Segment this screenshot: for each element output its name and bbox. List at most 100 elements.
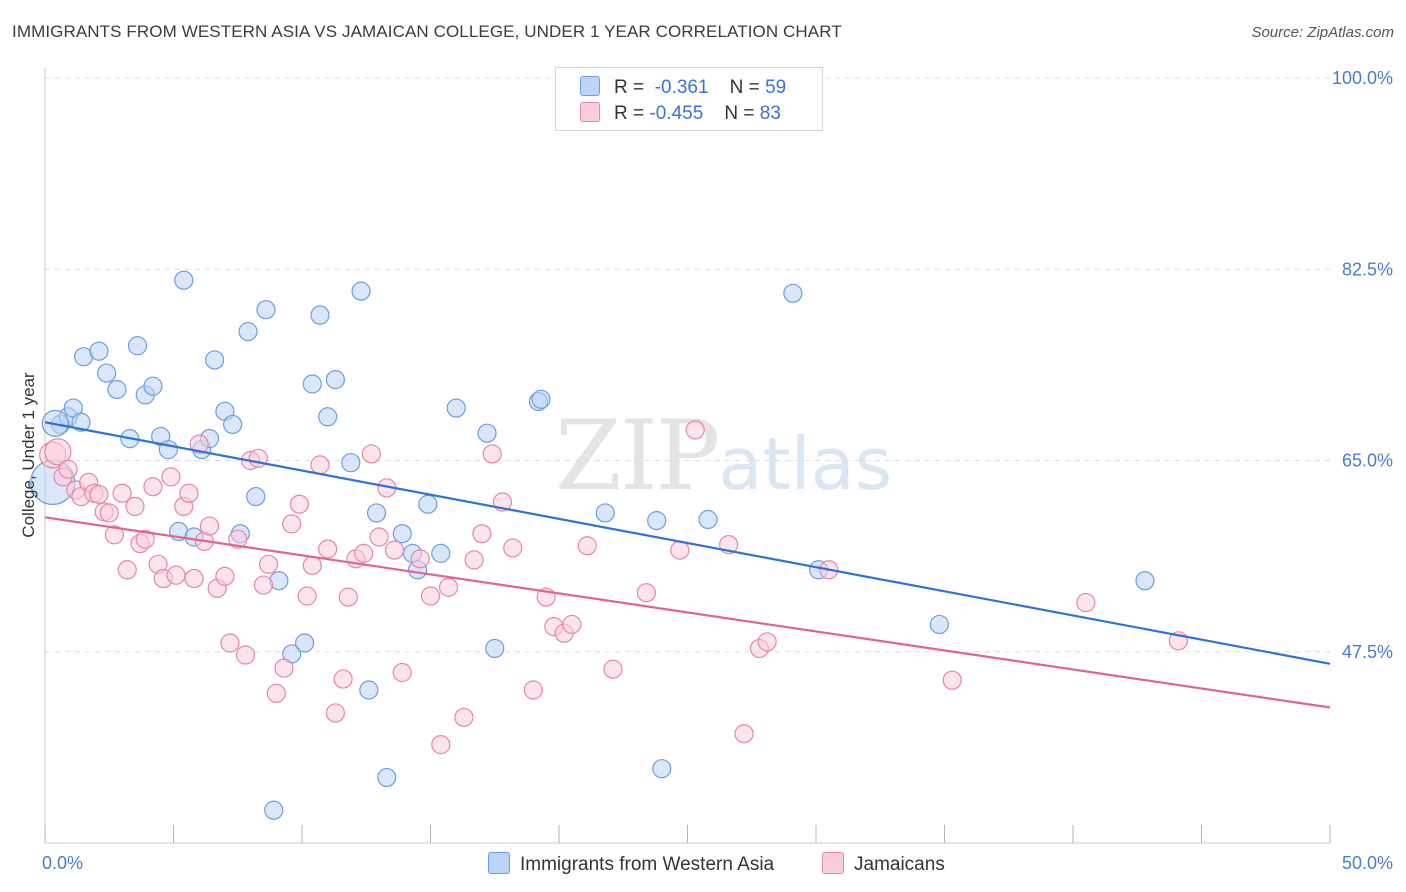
data-point xyxy=(107,379,127,400)
data-point xyxy=(256,300,276,320)
data-point xyxy=(58,459,78,479)
bottom-legend-label: Immigrants from Western Asia xyxy=(520,854,775,875)
legend-swatch-jamaicans xyxy=(580,102,600,122)
data-point xyxy=(294,633,315,653)
data-point xyxy=(485,638,505,659)
data-point xyxy=(44,438,72,466)
data-point xyxy=(698,509,718,530)
data-point xyxy=(112,483,132,503)
data-point xyxy=(929,614,949,635)
data-point xyxy=(318,407,338,427)
data-point xyxy=(179,483,199,503)
data-point xyxy=(577,536,597,556)
chart-title: IMMIGRANTS FROM WESTERN ASIA VS JAMAICAN… xyxy=(12,22,842,41)
legend-r-label: R = xyxy=(614,103,645,124)
data-point xyxy=(289,494,310,514)
data-point xyxy=(1135,571,1155,591)
data-point xyxy=(418,494,438,514)
legend-row-jamaicans: R = -0.455 N = 83 xyxy=(580,102,781,128)
data-point xyxy=(942,670,962,690)
data-point xyxy=(431,543,451,563)
data-point xyxy=(420,586,441,606)
trend-line xyxy=(44,516,1331,709)
data-point xyxy=(354,543,374,563)
y-tick-label: 100.0% xyxy=(1332,68,1393,88)
data-points xyxy=(30,270,1188,820)
data-point xyxy=(117,560,137,580)
data-point xyxy=(338,587,358,607)
data-point xyxy=(477,423,497,443)
x-tick-label: 0.0% xyxy=(42,853,83,873)
axis-labels: 47.5% 65.0% 82.5% 100.0% 0.0% 50.0% College, U… xyxy=(19,68,1393,873)
data-point xyxy=(166,565,186,585)
data-point xyxy=(318,539,338,559)
data-point xyxy=(366,503,387,523)
legend-r-value: -0.361 xyxy=(654,77,709,98)
legend-n-value: 59 xyxy=(765,77,787,98)
data-point xyxy=(562,614,582,635)
bottom-legend-swatch-jamaicans xyxy=(822,852,844,874)
data-point xyxy=(472,524,492,544)
data-point xyxy=(235,645,256,665)
data-point xyxy=(1076,592,1096,613)
data-point xyxy=(104,525,124,545)
data-point xyxy=(361,444,381,464)
data-point xyxy=(482,444,502,464)
data-point xyxy=(215,566,235,586)
data-point xyxy=(652,759,672,779)
data-point xyxy=(228,529,248,549)
data-point xyxy=(238,321,258,342)
source-label: Source: ZipAtlas.com xyxy=(1251,24,1394,41)
bottom-legend-western-asia: Immigrants from Western Asia xyxy=(488,852,774,876)
trend-line xyxy=(44,421,1331,665)
data-point xyxy=(359,680,379,700)
data-point xyxy=(189,434,209,454)
watermark: ZIPatlas xyxy=(555,400,892,512)
correlation-legend: R = -0.361 N = 59 R = -0.455 N = 83 xyxy=(555,67,823,131)
data-point xyxy=(446,398,466,418)
data-point xyxy=(71,412,91,432)
data-point xyxy=(184,568,204,589)
data-point xyxy=(392,524,412,544)
data-point xyxy=(351,281,371,301)
data-point xyxy=(647,511,667,531)
data-point xyxy=(89,484,109,504)
data-point xyxy=(223,414,243,435)
data-point xyxy=(369,527,389,547)
data-point xyxy=(89,341,109,361)
legend-r-label: R = xyxy=(614,77,645,98)
data-point xyxy=(258,554,279,574)
data-point xyxy=(174,270,194,290)
data-point xyxy=(199,516,220,536)
y-tick-label: 47.5% xyxy=(1342,642,1393,662)
bottom-legend-swatch-western-asia xyxy=(488,852,510,874)
watermark-zip: ZIP xyxy=(555,400,720,512)
data-point xyxy=(685,420,705,440)
data-point xyxy=(392,662,412,683)
data-point xyxy=(253,575,274,595)
data-point xyxy=(310,455,330,475)
data-point xyxy=(333,669,353,689)
data-point xyxy=(274,658,294,678)
data-point xyxy=(410,549,430,569)
legend-n-label: N = xyxy=(724,103,755,124)
data-point xyxy=(636,583,656,603)
bottom-legend-jamaicans: Jamaicans xyxy=(822,852,945,876)
data-point xyxy=(503,538,523,558)
data-point xyxy=(220,633,240,653)
data-point xyxy=(135,529,155,549)
data-point xyxy=(464,550,484,570)
data-point xyxy=(531,389,551,409)
data-point xyxy=(384,540,405,560)
data-point xyxy=(246,486,266,507)
data-point xyxy=(302,555,322,576)
data-point xyxy=(310,305,330,325)
data-point xyxy=(325,703,346,723)
data-point xyxy=(783,283,803,303)
data-point xyxy=(377,767,397,788)
y-tick-label: 65.0% xyxy=(1342,451,1393,471)
legend-r-value: -0.455 xyxy=(649,103,704,124)
legend-swatch-western-asia xyxy=(580,76,600,96)
data-point xyxy=(438,577,459,597)
